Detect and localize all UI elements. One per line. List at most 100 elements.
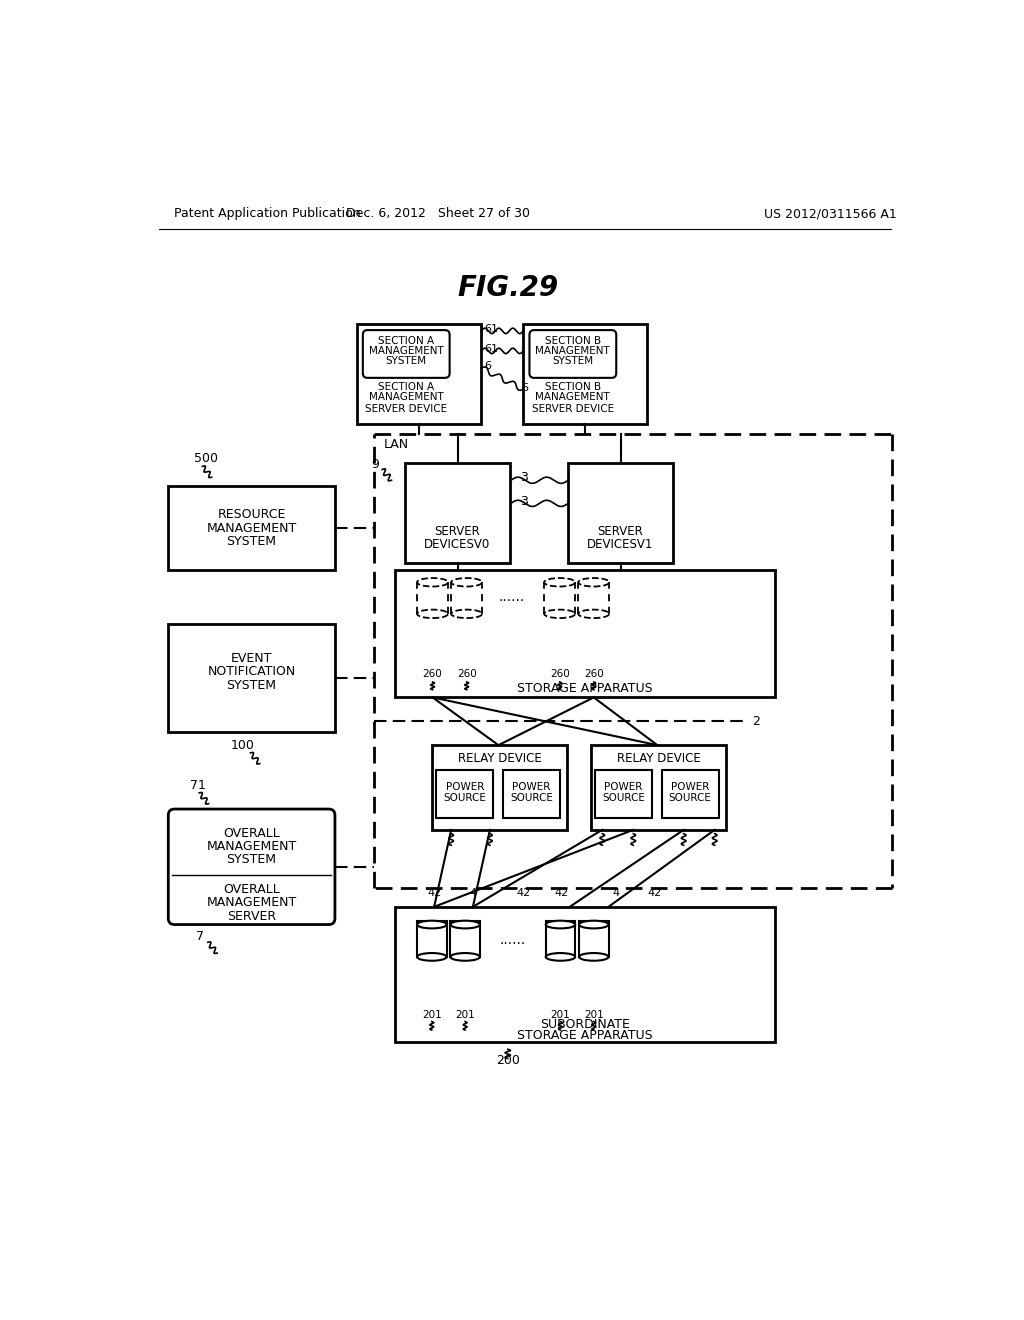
Ellipse shape: [579, 953, 608, 961]
Text: 260: 260: [584, 669, 604, 680]
Text: MANAGEMENT: MANAGEMENT: [536, 392, 610, 403]
Text: POWER: POWER: [671, 781, 710, 792]
Text: DEVICESV0: DEVICESV0: [424, 539, 490, 552]
FancyBboxPatch shape: [362, 330, 450, 378]
Text: SYSTEM: SYSTEM: [552, 356, 594, 366]
Text: RELAY DEVICE: RELAY DEVICE: [616, 752, 700, 766]
Text: STORAGE APPARATUS: STORAGE APPARATUS: [517, 1028, 653, 1041]
Text: ......: ......: [499, 590, 524, 605]
Bar: [406, 462, 510, 562]
Text: SOURCE: SOURCE: [510, 793, 553, 804]
Text: DEVICESV1: DEVICESV1: [587, 539, 653, 552]
Text: SECTION A: SECTION A: [378, 335, 434, 346]
Text: 200: 200: [496, 1055, 520, 1068]
Bar: [546, 921, 575, 957]
Text: MANAGEMENT: MANAGEMENT: [536, 346, 610, 356]
Text: SERVER DEVICE: SERVER DEVICE: [531, 404, 614, 413]
Bar: [356, 323, 480, 424]
Text: STORAGE APPARATUS: STORAGE APPARATUS: [517, 681, 653, 694]
Text: SUBORDINATE: SUBORDINATE: [541, 1018, 630, 1031]
Ellipse shape: [579, 921, 608, 928]
Text: 4: 4: [469, 888, 476, 898]
Text: 500: 500: [194, 453, 218, 465]
Text: POWER: POWER: [512, 781, 551, 792]
Bar: [168, 624, 335, 733]
Text: SOURCE: SOURCE: [602, 793, 645, 804]
Text: SYSTEM: SYSTEM: [226, 535, 276, 548]
Text: 61: 61: [484, 325, 499, 334]
Text: 42: 42: [555, 888, 569, 898]
Text: RESOURCE: RESOURCE: [217, 508, 286, 521]
Ellipse shape: [546, 921, 575, 928]
Text: FIG.29: FIG.29: [457, 273, 558, 302]
Text: 100: 100: [230, 739, 255, 751]
Bar: [579, 578, 609, 618]
Bar: [568, 462, 673, 562]
Text: 71: 71: [190, 779, 206, 792]
Text: 6: 6: [521, 383, 528, 393]
Text: MANAGEMENT: MANAGEMENT: [369, 392, 443, 403]
Bar: [523, 323, 647, 424]
Text: 4: 4: [612, 888, 620, 898]
Text: ......: ......: [500, 933, 525, 946]
Text: 42: 42: [516, 888, 530, 898]
FancyBboxPatch shape: [168, 809, 335, 924]
Text: Patent Application Publication: Patent Application Publication: [174, 207, 361, 220]
Ellipse shape: [417, 921, 446, 928]
Text: 3: 3: [520, 495, 528, 508]
Bar: [417, 921, 446, 957]
Text: 260: 260: [550, 669, 569, 680]
Text: MANAGEMENT: MANAGEMENT: [369, 346, 443, 356]
Text: SERVER: SERVER: [597, 525, 643, 539]
Text: 42: 42: [427, 888, 441, 898]
Text: SYSTEM: SYSTEM: [226, 678, 276, 692]
Ellipse shape: [451, 953, 480, 961]
Text: 260: 260: [423, 669, 442, 680]
FancyBboxPatch shape: [529, 330, 616, 378]
Ellipse shape: [546, 953, 575, 961]
Text: SECTION B: SECTION B: [545, 335, 601, 346]
Text: US 2012/0311566 A1: US 2012/0311566 A1: [764, 207, 896, 220]
Bar: [544, 578, 575, 618]
Bar: [395, 570, 775, 697]
Text: RELAY DEVICE: RELAY DEVICE: [458, 752, 542, 766]
Text: MANAGEMENT: MANAGEMENT: [207, 896, 297, 909]
Ellipse shape: [451, 921, 480, 928]
Text: NOTIFICATION: NOTIFICATION: [208, 665, 296, 678]
Text: OVERALL: OVERALL: [223, 828, 280, 841]
Text: OVERALL: OVERALL: [223, 883, 280, 896]
Text: 42: 42: [648, 888, 663, 898]
Text: MANAGEMENT: MANAGEMENT: [207, 521, 297, 535]
Text: SECTION A: SECTION A: [378, 381, 434, 392]
Text: SERVER: SERVER: [227, 909, 276, 923]
Text: 201: 201: [456, 1010, 475, 1019]
Text: SECTION B: SECTION B: [545, 381, 601, 392]
Bar: [168, 486, 335, 570]
Text: SERVER DEVICE: SERVER DEVICE: [366, 404, 447, 413]
Text: SOURCE: SOURCE: [669, 793, 712, 804]
Text: 201: 201: [584, 1010, 604, 1019]
Text: 260: 260: [457, 669, 476, 680]
Text: 7: 7: [196, 929, 204, 942]
Text: 61: 61: [484, 345, 499, 354]
Text: SYSTEM: SYSTEM: [226, 853, 276, 866]
Text: MANAGEMENT: MANAGEMENT: [207, 841, 297, 853]
Bar: [591, 744, 726, 830]
Text: 201: 201: [422, 1010, 441, 1019]
Text: 6: 6: [484, 362, 492, 371]
Bar: [595, 770, 652, 817]
Bar: [503, 770, 560, 817]
Text: SYSTEM: SYSTEM: [386, 356, 427, 366]
Text: Dec. 6, 2012   Sheet 27 of 30: Dec. 6, 2012 Sheet 27 of 30: [346, 207, 530, 220]
Bar: [451, 921, 480, 957]
Text: POWER: POWER: [445, 781, 484, 792]
Text: SOURCE: SOURCE: [443, 793, 486, 804]
Text: EVENT: EVENT: [231, 652, 272, 665]
Bar: [432, 744, 567, 830]
Text: 201: 201: [551, 1010, 570, 1019]
Bar: [452, 578, 482, 618]
Text: 9: 9: [372, 458, 379, 471]
Text: 3: 3: [520, 471, 528, 484]
Text: SERVER: SERVER: [434, 525, 480, 539]
Text: 2: 2: [752, 714, 760, 727]
